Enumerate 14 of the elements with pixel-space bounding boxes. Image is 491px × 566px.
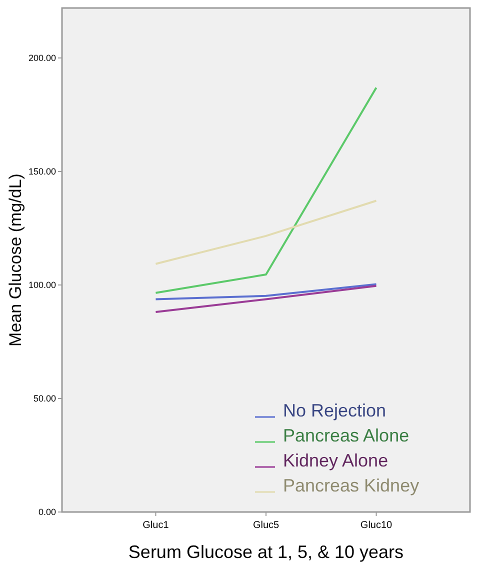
- legend-label: Pancreas Alone: [283, 425, 410, 446]
- x-tick-label: Gluc5: [252, 520, 280, 531]
- y-tick-label: 0.00: [38, 507, 56, 518]
- x-axis-title: Serum Glucose at 1, 5, & 10 years: [128, 542, 404, 562]
- y-tick-label: 200.00: [28, 53, 56, 64]
- x-tick-label: Gluc10: [360, 520, 393, 531]
- y-tick-label: 50.00: [33, 394, 56, 404]
- x-tick-label: Gluc1: [142, 520, 170, 531]
- legend-label: Kidney Alone: [283, 450, 388, 470]
- y-tick-label: 150.00: [28, 166, 56, 177]
- legend-label: Pancreas Kidney: [283, 475, 420, 496]
- y-axis-title: Mean Glucose (mg/dL): [6, 174, 25, 346]
- legend-label: No Rejection: [283, 400, 386, 420]
- y-tick-label: 100.00: [28, 280, 56, 290]
